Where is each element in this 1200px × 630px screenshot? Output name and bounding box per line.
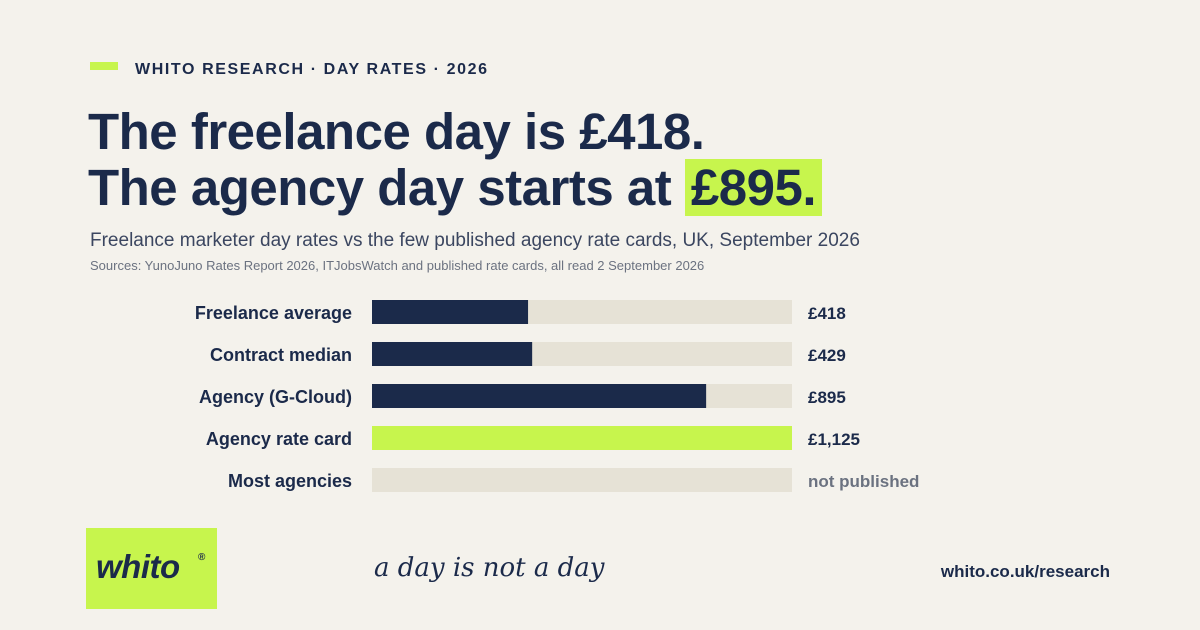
category-label: Contract median [210,345,352,365]
bar-track [372,468,792,492]
value-label: £1,125 [808,430,860,449]
bar [372,300,529,324]
kicker-accent-bar [90,62,118,70]
kicker: WHITO RESEARCH · DAY RATES · 2026 [135,61,489,78]
tagline: a day is not a day [374,553,605,583]
category-label: Agency rate card [206,429,352,449]
bar [372,384,707,408]
sources-note: Sources: YunoJuno Rates Report 2026, ITJ… [90,258,705,273]
value-label: £895 [808,388,846,407]
value-label: not published [808,472,919,491]
headline: The freelance day is £418. The agency da… [88,103,823,216]
website-url: whito.co.uk/research [940,562,1110,581]
registered-mark: ® [198,552,206,563]
headline-line-2-prefix: The agency day starts at [88,159,685,216]
category-label: Agency (G-Cloud) [199,387,352,407]
subtitle: Freelance marketer day rates vs the few … [90,230,860,251]
bar [372,342,533,366]
value-label: £418 [808,304,846,323]
headline-highlight: £895. [684,159,823,216]
whito-logo: whito ® [86,528,217,609]
logo-wordmark: whito [96,548,180,585]
value-label: £429 [808,346,846,365]
headline-line-1: The freelance day is £418. [88,103,705,160]
bar [372,426,792,450]
category-label: Freelance average [195,303,352,323]
category-label: Most agencies [228,471,352,491]
